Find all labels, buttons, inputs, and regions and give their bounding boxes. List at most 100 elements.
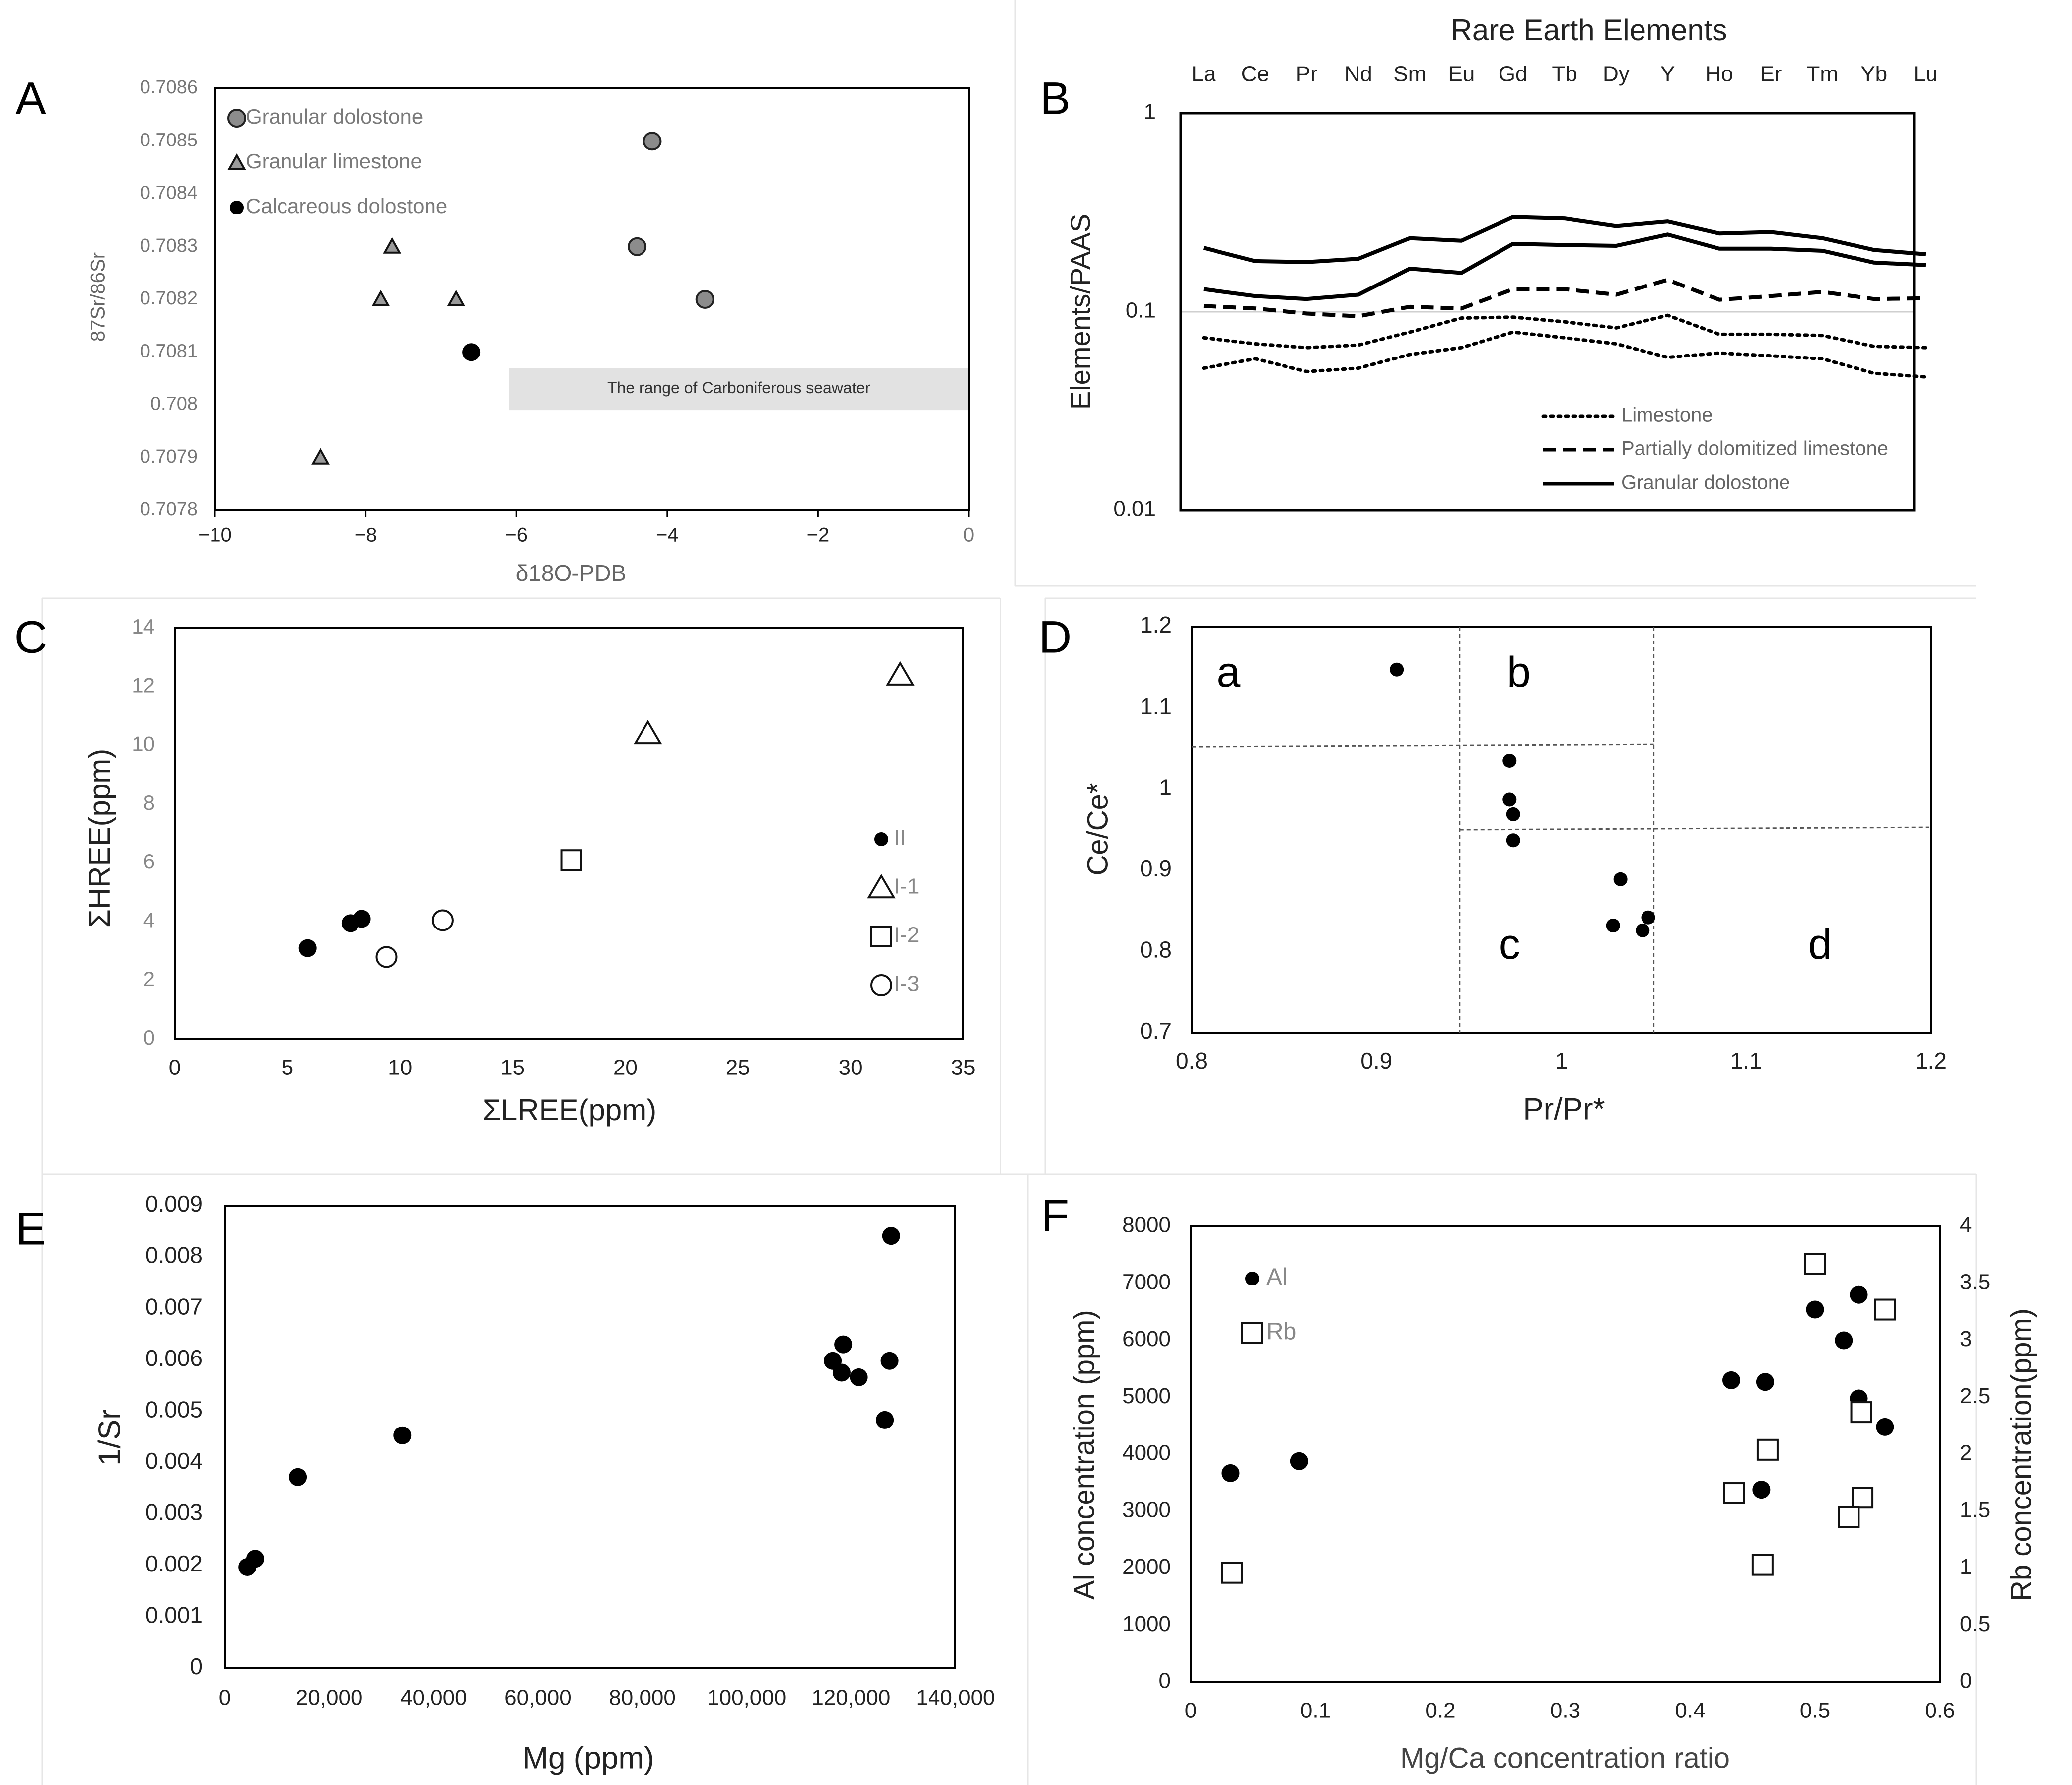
category-label: Ce bbox=[1241, 62, 1269, 86]
y2-tick-label: 2.5 bbox=[1960, 1384, 1990, 1408]
y2-tick-label: 3 bbox=[1960, 1327, 1972, 1351]
y2-tick-label: 1 bbox=[1960, 1555, 1972, 1579]
data-point bbox=[1506, 833, 1520, 848]
data-point bbox=[1506, 807, 1520, 821]
plot-frame bbox=[1179, 112, 1916, 512]
y2-tick-label: 3.5 bbox=[1960, 1270, 1990, 1294]
y-tick-label: 8000 bbox=[1122, 1213, 1171, 1237]
field-label: b bbox=[1507, 648, 1531, 696]
field-divider bbox=[1191, 743, 1654, 748]
data-point bbox=[1852, 1487, 1874, 1509]
category-label: Tb bbox=[1552, 62, 1577, 86]
category-label: Er bbox=[1760, 62, 1782, 86]
panel-letter: A bbox=[15, 73, 46, 124]
field-label: a bbox=[1217, 648, 1241, 696]
category-label: Sm bbox=[1393, 62, 1426, 86]
data-point bbox=[1850, 1401, 1872, 1424]
data-point bbox=[1835, 1331, 1853, 1350]
data-point bbox=[832, 1363, 851, 1382]
y-tick-label: 6000 bbox=[1122, 1327, 1171, 1351]
x-tick-label: 60,000 bbox=[504, 1686, 572, 1710]
x-tick-label: 0 bbox=[219, 1686, 231, 1710]
data-point bbox=[431, 909, 454, 931]
legend-marker bbox=[227, 109, 246, 128]
y-tick-label: 1000 bbox=[1122, 1612, 1171, 1636]
y-tick-label: 0.7 bbox=[1140, 1018, 1172, 1044]
y-tick-label: 1.1 bbox=[1140, 693, 1172, 719]
data-point bbox=[1874, 1298, 1896, 1321]
x-tick-label: 40,000 bbox=[400, 1686, 467, 1710]
x-tick-label: 20 bbox=[613, 1056, 638, 1080]
panel-A: A The range of Carboniferous seawater 0.70… bbox=[15, 73, 974, 586]
legend-label: Rb bbox=[1266, 1319, 1296, 1345]
series-line bbox=[1203, 215, 1926, 264]
y-tick-label: 3000 bbox=[1122, 1498, 1171, 1522]
y-tick-label: 0 bbox=[143, 1026, 155, 1049]
x-tick-label: 30 bbox=[839, 1056, 863, 1080]
seawater-range-band bbox=[509, 368, 969, 411]
category-label: Dy bbox=[1603, 62, 1630, 86]
panel-letter: F bbox=[1041, 1190, 1069, 1241]
y-axis-label: 1/Sr bbox=[92, 1409, 127, 1466]
x-axis-label: Mg/Ca concentration ratio bbox=[1400, 1742, 1730, 1774]
y-tick-label: 7000 bbox=[1122, 1270, 1171, 1294]
legend-label: Calcareous dolostone bbox=[246, 194, 447, 217]
y-tick-label: 10 bbox=[132, 732, 155, 756]
data-point bbox=[643, 132, 662, 151]
data-point bbox=[1838, 1506, 1860, 1528]
panel-letter: B bbox=[1040, 73, 1070, 124]
y-tick-label: 0.009 bbox=[145, 1191, 203, 1216]
x-axis-label: δ18O-PDB bbox=[516, 560, 626, 586]
field-divider bbox=[1459, 826, 1931, 831]
data-point bbox=[353, 910, 371, 928]
legend-label: I-2 bbox=[894, 923, 919, 947]
category-label: Y bbox=[1660, 62, 1675, 86]
panel-D: D0.70.80.911.11.20.8 0.9 1 1.1 1.2Pr/Pr*Ce/C… bbox=[1039, 612, 1947, 1126]
y-tick-label: 1 bbox=[1144, 100, 1156, 124]
y-tick-label: 2 bbox=[143, 967, 155, 991]
x-tick-label: −2 bbox=[807, 524, 830, 546]
data-point bbox=[1636, 923, 1650, 937]
legend-marker bbox=[874, 832, 888, 846]
y-tick-label: 12 bbox=[132, 673, 155, 697]
category-label: Yb bbox=[1860, 62, 1887, 86]
plot-frame bbox=[1190, 1225, 1941, 1683]
data-point bbox=[1876, 1418, 1894, 1436]
data-point bbox=[886, 661, 915, 686]
legend-marker bbox=[1245, 1272, 1259, 1285]
data-point bbox=[634, 719, 662, 745]
x-tick-label: 0.2 bbox=[1425, 1699, 1455, 1723]
data-point bbox=[695, 290, 714, 309]
data-point bbox=[1290, 1452, 1308, 1470]
y-axis-label: 87Sr/86Sr bbox=[87, 252, 109, 342]
y-tick-label: 0 bbox=[190, 1653, 203, 1679]
x-tick-label: −8 bbox=[355, 524, 377, 546]
y-axis-label: Al concentration (ppm) bbox=[1068, 1310, 1100, 1599]
data-point bbox=[560, 849, 582, 871]
y-tick-label: 0.7086 bbox=[140, 77, 198, 98]
panel-letter: D bbox=[1039, 612, 1072, 662]
data-point bbox=[1752, 1481, 1771, 1499]
x-tick-label: 1 bbox=[1555, 1048, 1568, 1073]
data-point bbox=[462, 343, 481, 361]
y-tick-label: 0.002 bbox=[145, 1551, 203, 1576]
y-tick-label: 0.01 bbox=[1113, 497, 1156, 521]
y-tick-label: 4 bbox=[143, 909, 155, 932]
category-label: Lu bbox=[1914, 62, 1938, 86]
legend-marker bbox=[870, 974, 892, 996]
data-point bbox=[246, 1550, 264, 1568]
data-point bbox=[876, 1411, 894, 1429]
legend-marker bbox=[230, 201, 244, 214]
x-tick-label: 0.6 bbox=[1925, 1699, 1955, 1723]
series-line bbox=[1202, 330, 1928, 379]
data-point bbox=[1756, 1373, 1774, 1391]
y-tick-label: 6 bbox=[143, 850, 155, 873]
data-point bbox=[1804, 1253, 1826, 1275]
legend-label: I-3 bbox=[894, 972, 919, 996]
y-tick-label: 4000 bbox=[1122, 1441, 1171, 1465]
legend-label: Limestone bbox=[1621, 404, 1713, 426]
y2-tick-label: 1.5 bbox=[1960, 1498, 1990, 1522]
plot-frame bbox=[1191, 626, 1932, 1034]
data-point bbox=[375, 946, 398, 968]
